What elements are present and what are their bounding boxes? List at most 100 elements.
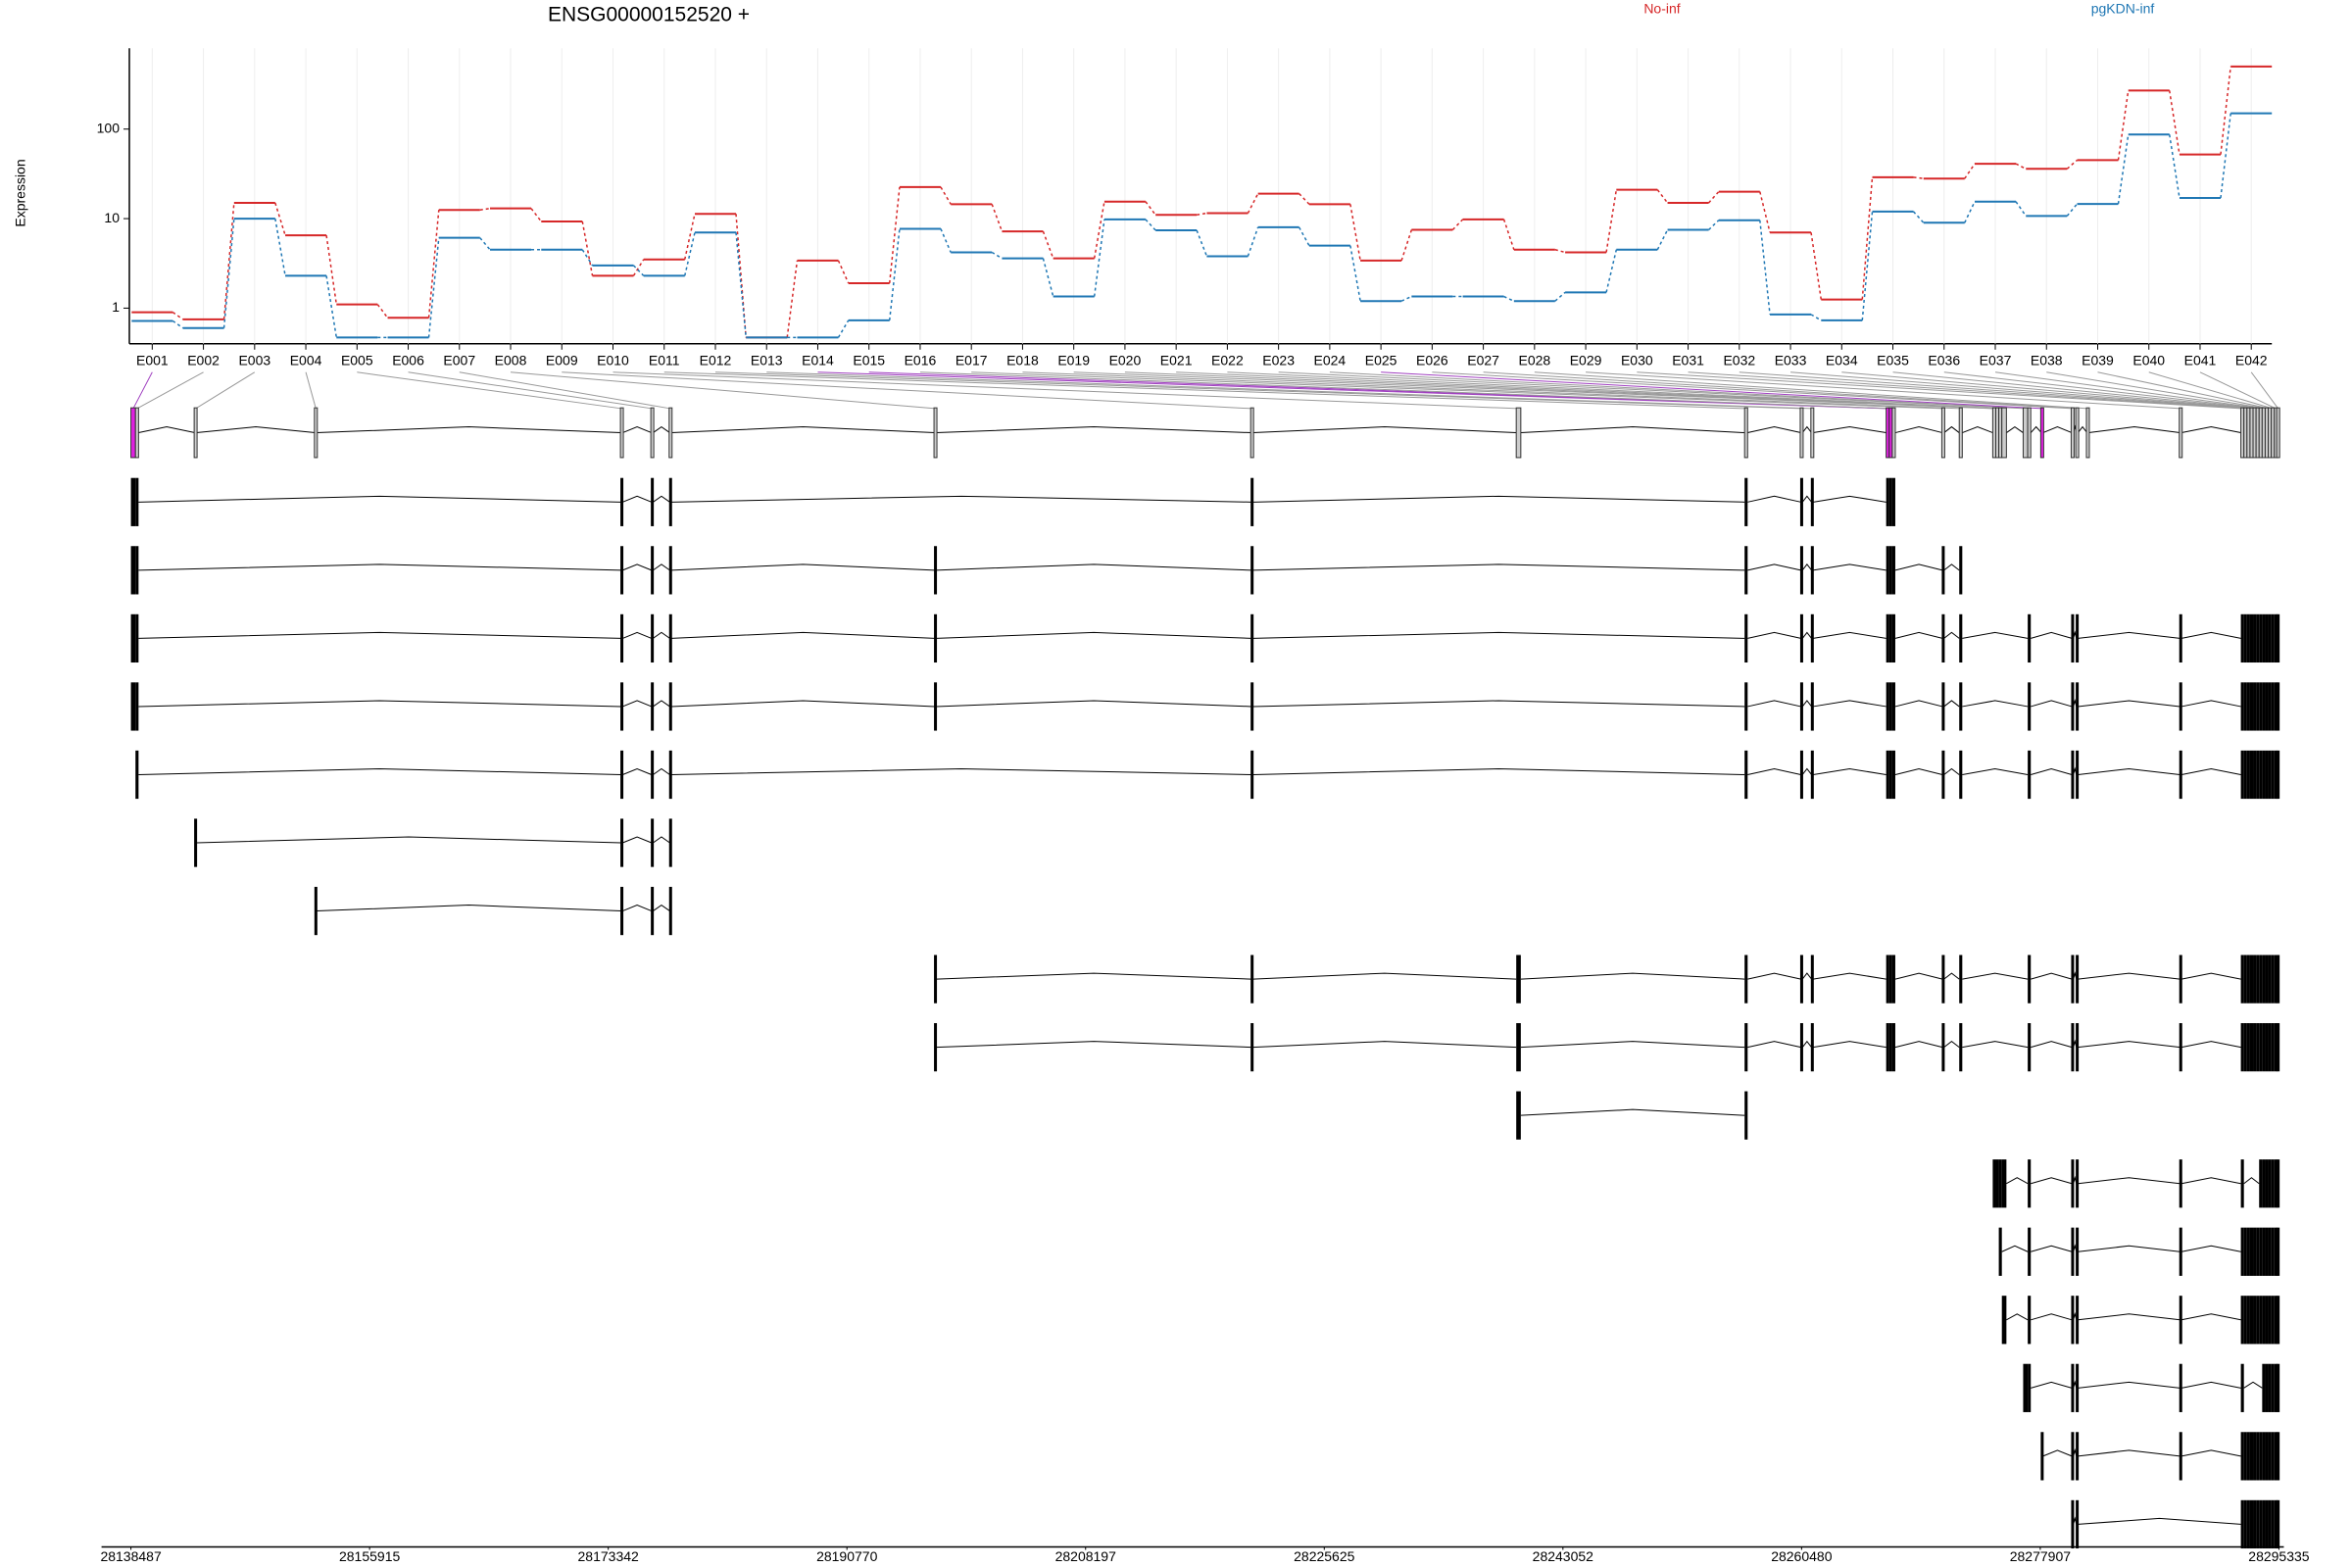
step-connector bbox=[2015, 201, 2027, 217]
exon-bin bbox=[2075, 407, 2080, 459]
exon-bin bbox=[1891, 407, 1896, 459]
transcript-exon bbox=[2240, 1159, 2244, 1208]
transcript-exon bbox=[2271, 1023, 2275, 1072]
transcript-exon bbox=[1250, 750, 1254, 800]
step-connector bbox=[1196, 229, 1208, 257]
transcript-exon bbox=[620, 546, 624, 595]
x-tick-label: E011 bbox=[649, 352, 680, 368]
exon-bin bbox=[2070, 407, 2075, 459]
intron bbox=[622, 426, 653, 434]
transcript-exon bbox=[2274, 750, 2278, 800]
intron bbox=[2031, 767, 2073, 775]
step-connector bbox=[1042, 258, 1054, 297]
transcript-exon bbox=[2179, 750, 2182, 800]
transcript-exon bbox=[2277, 1227, 2280, 1276]
transcript-exon bbox=[2271, 1227, 2275, 1276]
transcript-exon bbox=[2076, 1023, 2080, 1072]
step-connector bbox=[1093, 201, 1105, 259]
step-connector bbox=[1708, 191, 1720, 204]
intron bbox=[936, 972, 1251, 980]
intron bbox=[671, 700, 935, 708]
step-connector bbox=[325, 235, 338, 305]
step-connector bbox=[1451, 219, 1464, 231]
transcript-exon bbox=[651, 682, 655, 731]
transcript-exon bbox=[2071, 1499, 2075, 1549]
exon-bin bbox=[2027, 407, 2032, 459]
exon-link bbox=[357, 371, 622, 410]
intron bbox=[2078, 1517, 2241, 1525]
transcript-exon bbox=[2179, 955, 2182, 1004]
intron bbox=[1962, 1041, 2029, 1049]
x-tick-label: E037 bbox=[1980, 352, 2012, 368]
transcript-exon bbox=[2249, 955, 2254, 1004]
transcript-exon bbox=[2265, 613, 2269, 663]
transcript-exon bbox=[2256, 750, 2260, 800]
step-connector bbox=[1093, 219, 1105, 297]
step-connector bbox=[684, 232, 696, 276]
transcript-exon bbox=[668, 613, 672, 663]
transcript-exon bbox=[1941, 750, 1945, 800]
intron bbox=[653, 495, 670, 503]
transcript-exon bbox=[2265, 750, 2269, 800]
intron bbox=[1520, 426, 1745, 434]
exon-link bbox=[459, 371, 671, 410]
transcript-exon bbox=[2268, 682, 2272, 731]
transcript-exon bbox=[2259, 750, 2263, 800]
transcript-exon bbox=[2249, 1432, 2254, 1481]
x-tick-label: E010 bbox=[597, 352, 629, 368]
intron bbox=[2006, 1313, 2029, 1321]
transcript-exon bbox=[2277, 1499, 2280, 1549]
intron bbox=[1520, 1108, 1745, 1116]
transcript-exon bbox=[1810, 1023, 1814, 1072]
intron bbox=[1962, 631, 2029, 639]
transcript-exon bbox=[1744, 477, 1748, 526]
exon-bin bbox=[1958, 407, 1963, 459]
exon-bin bbox=[1810, 407, 1815, 459]
transcript-exon bbox=[135, 546, 139, 595]
transcript-exon bbox=[2249, 682, 2254, 731]
intron bbox=[1252, 631, 1745, 639]
transcript-exon bbox=[2076, 1499, 2080, 1549]
transcript-exon bbox=[1886, 682, 1889, 731]
intron bbox=[1252, 972, 1517, 980]
intron bbox=[1943, 700, 1960, 708]
exon-link bbox=[714, 371, 1802, 410]
transcript-exon bbox=[1891, 613, 1895, 663]
intron bbox=[1894, 426, 1943, 434]
transcript-exon bbox=[2268, 1499, 2272, 1549]
intron bbox=[2031, 1245, 2073, 1252]
transcript-exon bbox=[2246, 1499, 2250, 1549]
intron bbox=[936, 700, 1251, 708]
transcript-exon bbox=[1886, 955, 1889, 1004]
intron bbox=[2042, 426, 2073, 434]
step-connector bbox=[1759, 191, 1771, 233]
transcript-exon bbox=[620, 886, 624, 936]
transcript-exon bbox=[2274, 1432, 2278, 1481]
transcript-exon bbox=[2253, 955, 2257, 1004]
intron bbox=[1894, 767, 1943, 775]
transcript-exon bbox=[2259, 613, 2263, 663]
transcript-exon bbox=[2179, 1432, 2182, 1481]
x-tick-label: E029 bbox=[1570, 352, 1602, 368]
step-connector bbox=[837, 319, 850, 338]
transcript-exon bbox=[2240, 613, 2244, 663]
transcript-exon bbox=[2262, 1227, 2266, 1276]
step-connector bbox=[172, 319, 184, 329]
x-tick-label: E034 bbox=[1826, 352, 1858, 368]
transcript-exon bbox=[1810, 546, 1814, 595]
intron bbox=[2042, 1449, 2073, 1457]
y-tick-label: 100 bbox=[97, 120, 121, 135]
exon-bin bbox=[1743, 407, 1748, 459]
x-tick-label: E023 bbox=[1262, 352, 1295, 368]
exon-link bbox=[2097, 371, 2271, 410]
transcript-exon bbox=[2240, 1432, 2244, 1481]
intron bbox=[1943, 1041, 1960, 1049]
exon-link bbox=[2046, 371, 2268, 410]
transcript-exon bbox=[2253, 750, 2257, 800]
transcript-exon bbox=[2040, 1432, 2044, 1481]
transcript-exon bbox=[2274, 613, 2278, 663]
x-tick-label: E018 bbox=[1006, 352, 1039, 368]
exon-bin bbox=[933, 407, 938, 459]
transcript-exon bbox=[1941, 1023, 1945, 1072]
exon-link bbox=[132, 371, 153, 410]
